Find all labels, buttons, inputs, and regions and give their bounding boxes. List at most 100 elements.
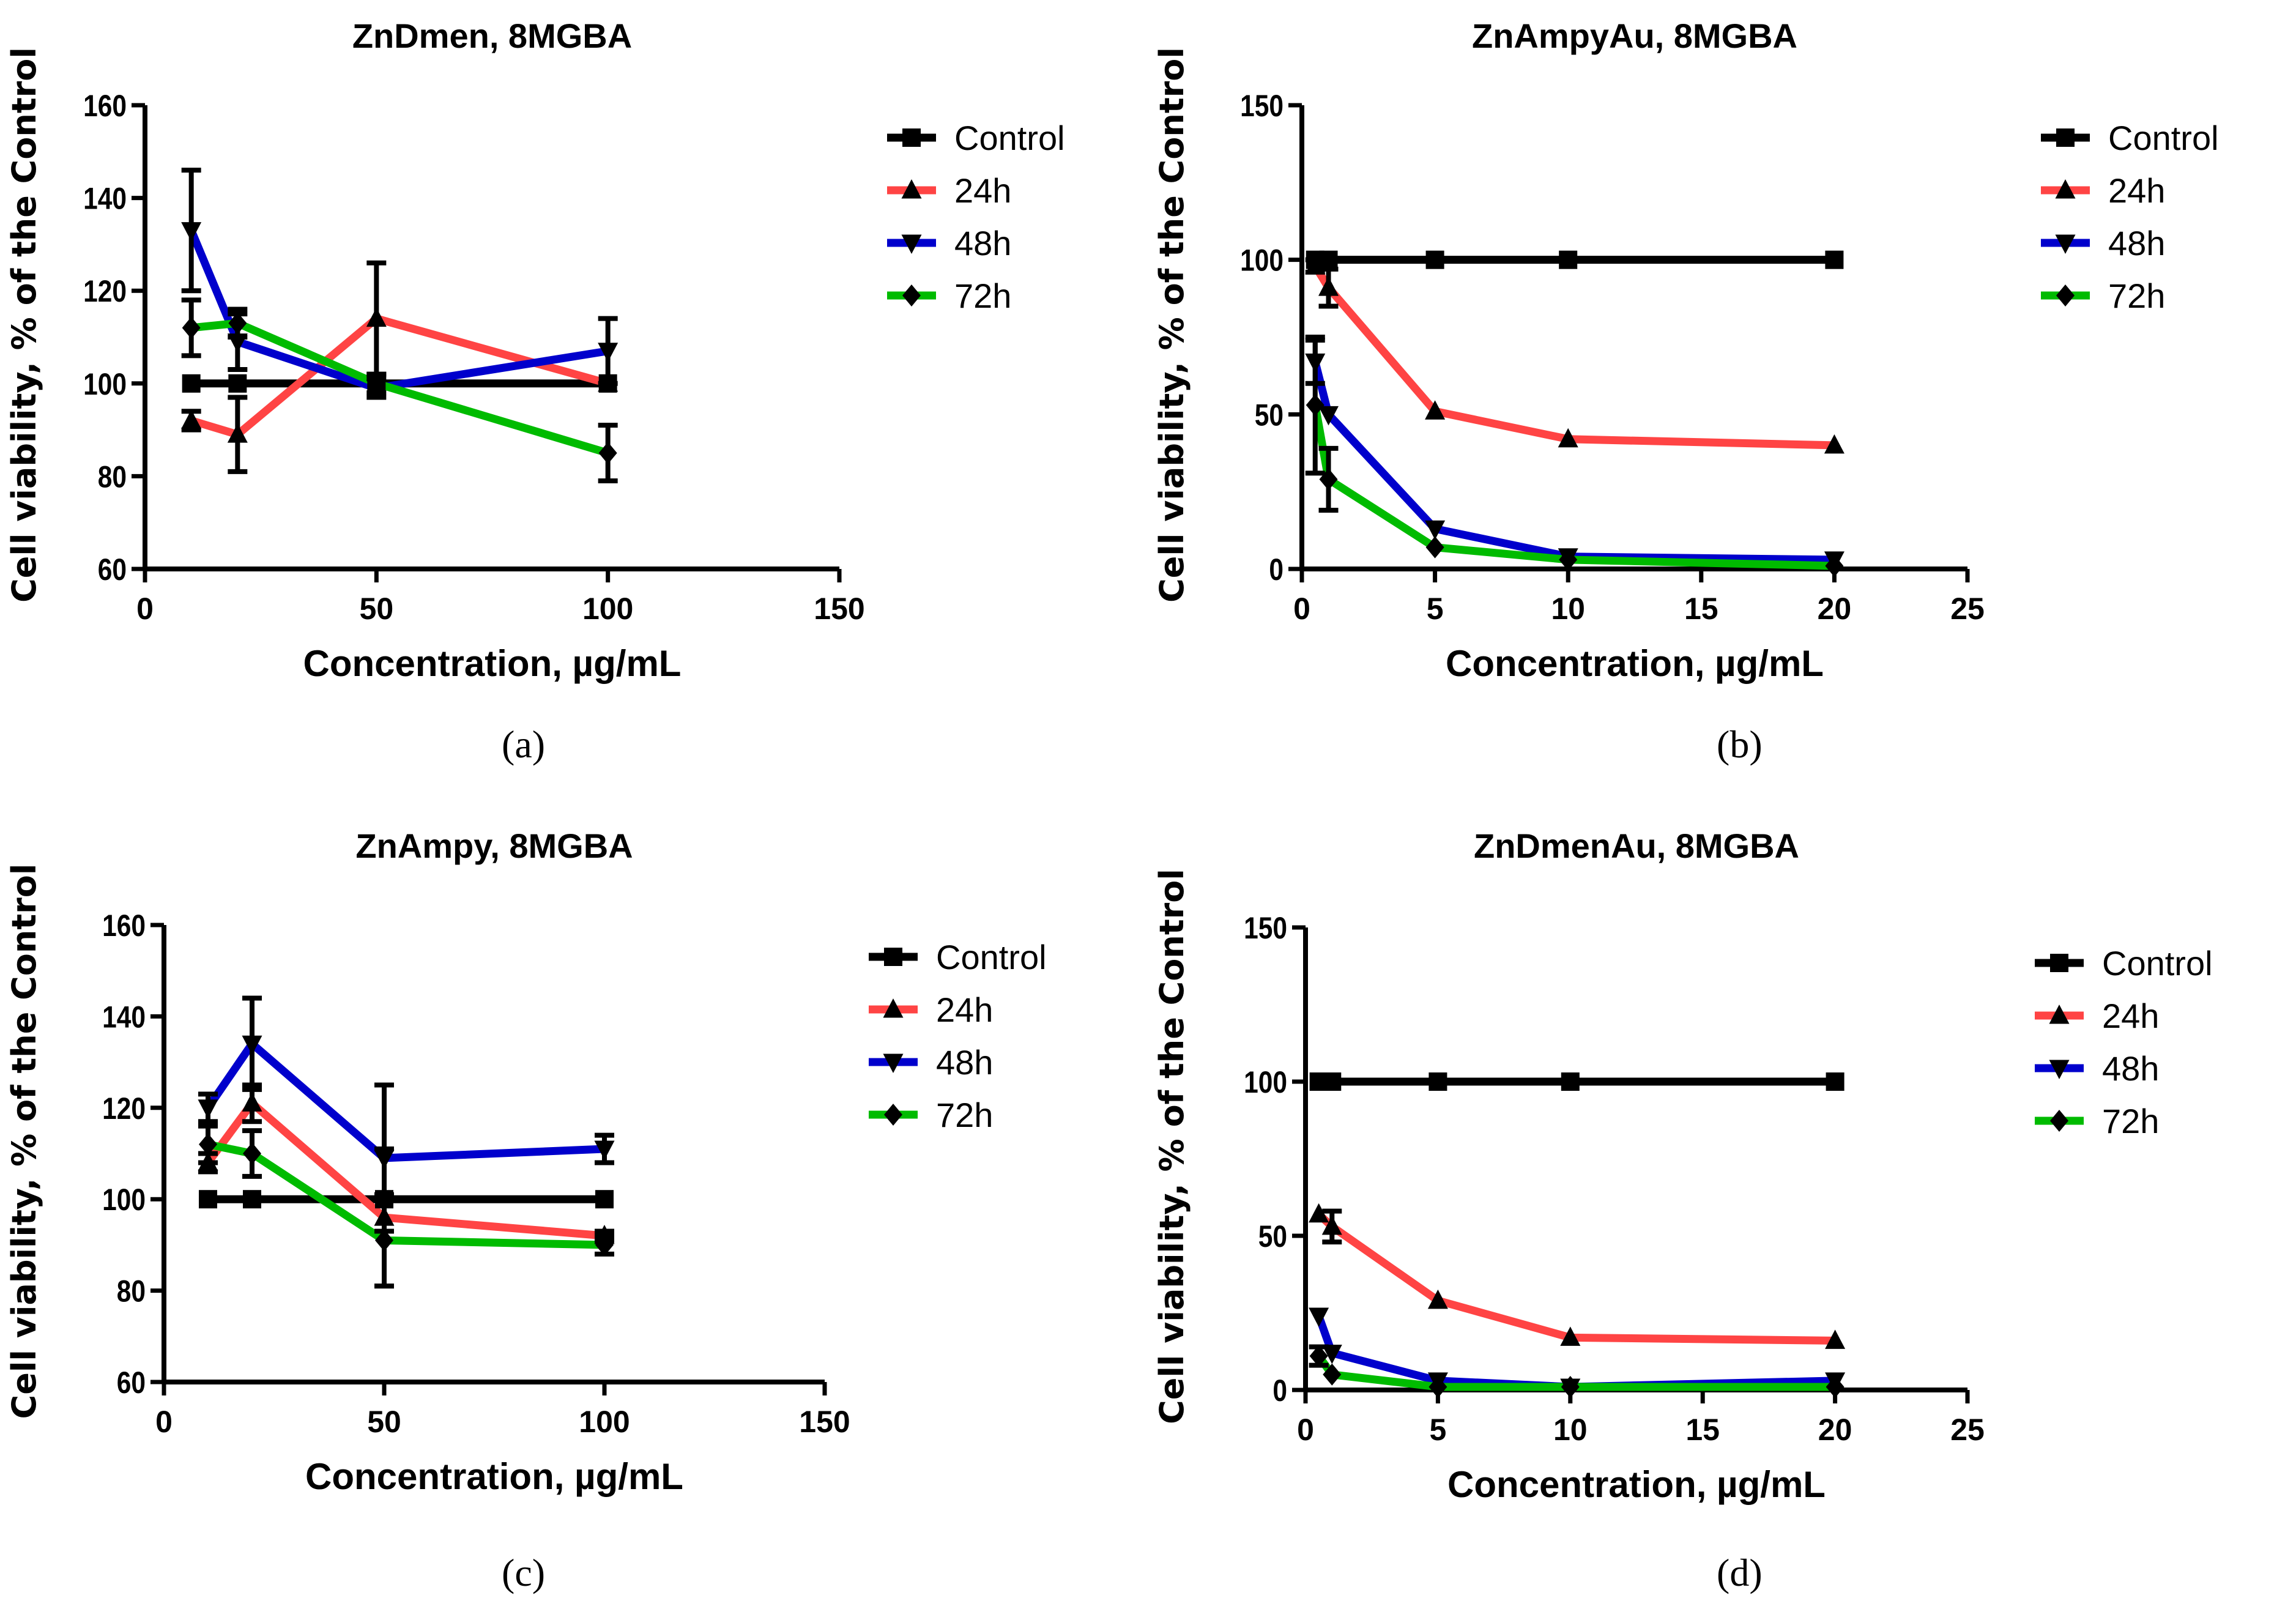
caption-b: (b): [1717, 723, 1763, 766]
legend-marker-48h: [901, 234, 922, 254]
chart-panel-c: ZnAmpy, 8MGBA 60 80 100 120 140 160 0 50 100 150 Co…: [0, 810, 1148, 1620]
data-point-control: [375, 1190, 393, 1209]
series-line-24h: [1312, 264, 1835, 450]
data-point-48h: [1318, 406, 1339, 426]
data-point-control: [1826, 1072, 1845, 1091]
legend-label: 72h: [936, 1096, 993, 1134]
y-tick-label: 0: [1269, 552, 1284, 587]
legend-marker-72h: [902, 284, 921, 307]
x-tick-label: 50: [367, 1405, 401, 1439]
data-point-72h: [1559, 548, 1578, 571]
data-point-control: [243, 1190, 261, 1209]
data-point-48h: [1425, 520, 1446, 540]
legend-marker-72h: [2050, 1110, 2068, 1132]
legend-marker-24h: [901, 179, 922, 199]
x-tick-label: 150: [814, 592, 864, 626]
data-point-24h: [1305, 255, 1326, 275]
x-tick-label: 150: [799, 1405, 850, 1439]
data-point-72h: [1428, 1375, 1447, 1398]
y-axis-label: Cell viability, % of the Control: [5, 47, 43, 603]
legend-label: 48h: [2102, 1049, 2159, 1088]
y-axis-label: Cell viability, % of the Control: [1153, 47, 1191, 603]
x-tick-label: 0: [1297, 1413, 1314, 1447]
series-line-24h: [1316, 1211, 1835, 1345]
data-point-48h: [1321, 1345, 1342, 1364]
legend-label: 24h: [954, 171, 1011, 210]
chart-a-svg: ZnDmen, 8MGBA 60 80 100 120 140 160 0 50 100 150 Co…: [5, 17, 1065, 684]
data-point-control: [1825, 250, 1844, 269]
legend-marker-72h: [884, 1104, 902, 1126]
chart-b-svg: ZnAmpyAu, 8MGBA 0 50 100 150 0 5 10 15 20 25 Concen…: [1153, 17, 2219, 684]
data-point-72h: [243, 1142, 261, 1165]
x-tick-label: 10: [1551, 592, 1585, 626]
data-point-48h: [227, 333, 248, 353]
y-tick-label: 60: [98, 552, 127, 587]
data-point-72h: [182, 316, 201, 339]
chart-panel-d: ZnDmenAu, 8MGBA 0 50 100 150 0 5 10 15 20 25 Concen…: [1148, 810, 2296, 1620]
data-point-24h: [1425, 400, 1446, 420]
legend-marker-48h: [2055, 234, 2076, 254]
legend-marker-48h: [2049, 1060, 2070, 1079]
x-tick-label: 10: [1553, 1413, 1588, 1447]
y-tick-label: 140: [83, 181, 127, 215]
data-point-24h: [374, 1206, 395, 1226]
data-point-24h: [1560, 1326, 1581, 1346]
x-tick-label: 0: [155, 1405, 173, 1439]
legend-label: 24h: [2108, 171, 2165, 210]
data-point-72h: [1309, 1345, 1328, 1367]
y-tick-label: 120: [102, 1091, 146, 1126]
x-axis-label: Concentration, µg/mL: [305, 1456, 683, 1497]
x-tick-label: 20: [1818, 1413, 1852, 1447]
data-point-24h: [598, 372, 619, 392]
series-line-24h: [190, 314, 609, 439]
y-tick-label: 100: [83, 367, 127, 401]
data-point-72h: [595, 1233, 614, 1256]
y-tick-label: 50: [1255, 398, 1284, 432]
data-point-24h: [1309, 1203, 1329, 1223]
legend-label: Control: [2108, 119, 2219, 157]
y-axis-label: Cell viability, % of the Control: [1153, 869, 1191, 1424]
data-point-72h: [1825, 554, 1844, 577]
legend-label: 24h: [936, 990, 993, 1029]
data-point-72h: [598, 442, 617, 464]
data-point-48h: [242, 1035, 262, 1055]
x-tick-label: 100: [579, 1405, 630, 1439]
data-point-24h: [1318, 277, 1339, 296]
chart-title: ZnDmenAu, 8MGBA: [1474, 827, 1799, 865]
y-tick-label: 140: [102, 1000, 146, 1034]
legend-marker-24h: [2049, 1005, 2070, 1024]
x-tick-label: 0: [136, 592, 154, 626]
data-point-72h: [1319, 468, 1338, 491]
y-tick-label: 120: [83, 274, 127, 308]
legend-label: 72h: [954, 277, 1011, 315]
data-point-24h: [366, 307, 387, 327]
x-tick-label: 5: [1429, 1413, 1446, 1447]
y-tick-label: 100: [102, 1183, 146, 1217]
y-axis-label: Cell viability, % of the Control: [5, 864, 43, 1419]
data-point-72h: [1306, 394, 1324, 417]
data-point-24h: [1321, 1215, 1342, 1235]
data-point-72h: [367, 372, 386, 395]
data-point-48h: [1309, 1307, 1329, 1328]
data-point-48h: [374, 1150, 395, 1169]
x-tick-label: 0: [1293, 592, 1310, 626]
data-point-72h: [199, 1133, 217, 1156]
x-axis-label: Concentration, µg/mL: [1447, 1464, 1826, 1505]
x-axis-label: Concentration, µg/mL: [303, 643, 682, 684]
data-point-72h: [1425, 536, 1444, 559]
data-point-48h: [594, 1140, 615, 1161]
data-point-control: [1323, 1072, 1342, 1091]
data-point-24h: [1825, 1329, 1846, 1349]
y-tick-label: 80: [117, 1274, 146, 1308]
series-line-24h: [204, 1099, 605, 1240]
chart-title: ZnAmpy, 8MGBA: [355, 827, 633, 865]
data-point-24h: [242, 1092, 262, 1112]
y-tick-label: 80: [98, 459, 127, 494]
x-tick-label: 15: [1684, 592, 1718, 626]
data-point-control: [595, 1190, 614, 1209]
data-point-72h: [1323, 1363, 1342, 1386]
legend-label: Control: [936, 938, 1047, 976]
legend-marker-24h: [2055, 179, 2076, 199]
series-line-48h: [204, 1039, 605, 1162]
data-point-24h: [1824, 434, 1845, 454]
